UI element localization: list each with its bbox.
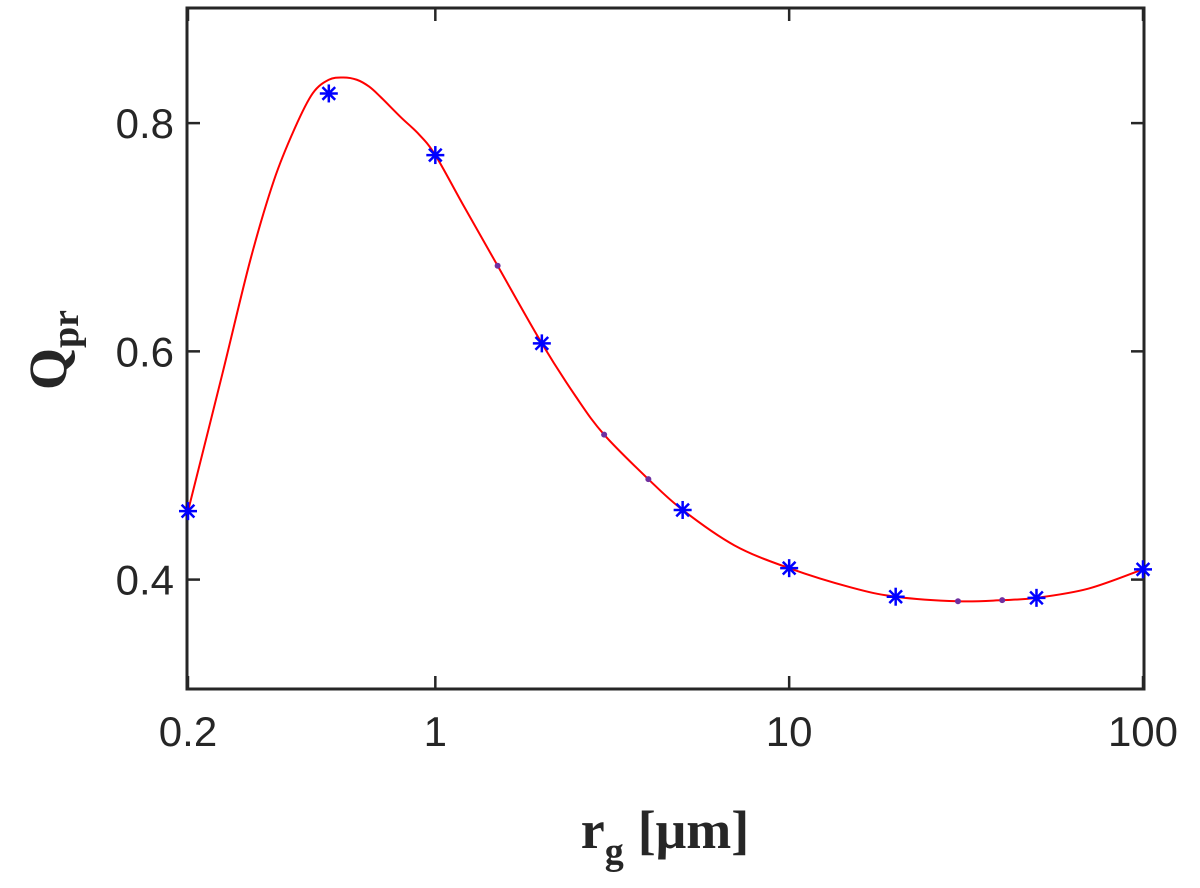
asterisk-marker bbox=[179, 502, 197, 521]
dot-marker bbox=[645, 476, 652, 483]
dot-marker bbox=[494, 262, 501, 269]
dot-marker bbox=[601, 431, 608, 438]
asterisk-marker bbox=[886, 587, 905, 606]
y-tick-label: 0.4 bbox=[116, 557, 174, 604]
x-axis-title-unit: [μm] bbox=[638, 800, 750, 860]
asterisk-marker bbox=[780, 559, 799, 578]
x-tick-label: 10 bbox=[766, 708, 813, 755]
asterisk-marker bbox=[1027, 588, 1046, 607]
x-tick-label: 1 bbox=[424, 708, 447, 755]
axis-ticks bbox=[186, 9, 1145, 688]
x-tick-label: 0.2 bbox=[159, 708, 217, 755]
asterisk-marker bbox=[426, 146, 445, 165]
dot-marker bbox=[999, 597, 1006, 604]
asterisk-marker bbox=[532, 334, 551, 353]
plot-area bbox=[185, 6, 1146, 691]
dot-marker bbox=[954, 598, 961, 605]
x-axis-title-main: r bbox=[581, 800, 605, 860]
y-tick-label: 0.8 bbox=[116, 100, 174, 147]
y-axis-title-main: Q bbox=[18, 348, 78, 390]
asterisk-marker bbox=[1134, 560, 1152, 579]
asterisk-marker bbox=[319, 84, 338, 103]
x-axis-title-sub: g bbox=[605, 831, 624, 873]
y-axis-title: Qpr bbox=[18, 310, 87, 390]
x-axis-title: rg [μm] bbox=[581, 800, 750, 873]
y-axis-title-sub: pr bbox=[45, 310, 87, 348]
asterisk-marker bbox=[673, 500, 692, 519]
data-markers bbox=[179, 84, 1152, 607]
y-tick-label: 0.6 bbox=[116, 328, 174, 375]
axis-tick-labels: 0.2 1 10 100 0.4 0.6 0.8 bbox=[116, 100, 1178, 755]
x-tick-label: 100 bbox=[1108, 708, 1178, 755]
